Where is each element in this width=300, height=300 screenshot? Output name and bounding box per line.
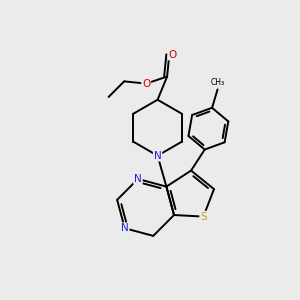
Text: S: S bbox=[200, 212, 207, 222]
Text: CH₃: CH₃ bbox=[211, 78, 225, 87]
Text: O: O bbox=[142, 79, 150, 88]
Text: N: N bbox=[121, 223, 129, 233]
Text: O: O bbox=[169, 50, 177, 60]
Text: N: N bbox=[154, 151, 161, 161]
Text: N: N bbox=[134, 174, 142, 184]
